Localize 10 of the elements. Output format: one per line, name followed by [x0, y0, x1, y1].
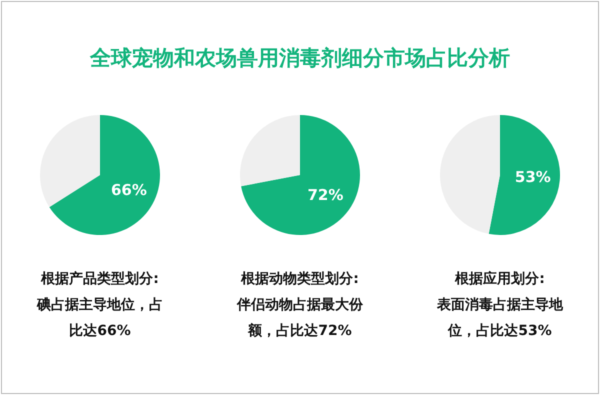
data-label: 66% [110, 180, 147, 199]
text: 碘占据主导地位，占比达66% [36, 296, 164, 341]
data-label: 72% [307, 186, 344, 204]
text: 全球宠物和农场兽用消毒剂细分市场占比分析 [88, 45, 511, 72]
text: 伴侣动物占据最大份额，占比达72% [236, 296, 364, 341]
data-label: 53% [514, 168, 551, 186]
text: 根据动物类型划分: [240, 270, 360, 289]
text: 根据产品类型划分: [40, 270, 160, 289]
text: 表面消毒占据主导地位，占比达53% [436, 296, 564, 341]
text: 根据应用划分: [454, 270, 546, 289]
